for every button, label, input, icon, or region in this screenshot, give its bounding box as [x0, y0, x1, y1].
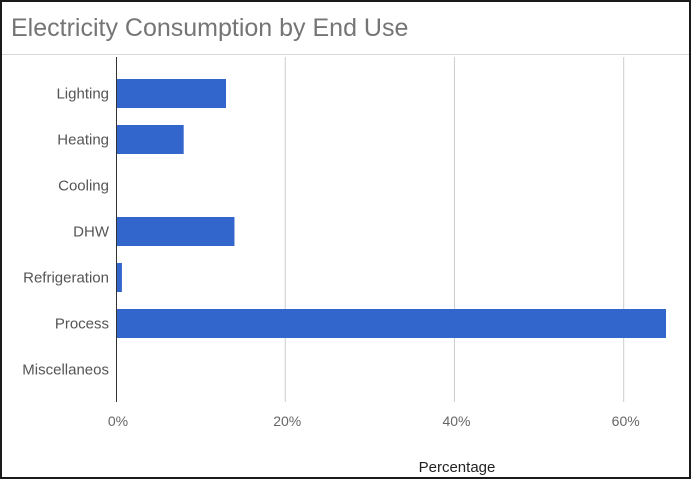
category-label: DHW: [73, 224, 110, 241]
category-label: Heating: [57, 132, 109, 149]
title-divider: [2, 54, 689, 55]
x-axis-title: Percentage: [419, 459, 496, 476]
category-label: Lighting: [56, 86, 109, 103]
x-tick-label: 60%: [612, 413, 640, 429]
bar: [116, 217, 235, 246]
category-label: Cooling: [58, 178, 109, 195]
x-tick-label: 0%: [108, 413, 128, 429]
bar: [116, 263, 122, 292]
category-label: Miscellaneos: [22, 362, 109, 379]
x-tick-label: 20%: [273, 413, 301, 429]
bar: [116, 79, 226, 108]
category-label: Process: [55, 316, 109, 333]
category-label: Refrigeration: [23, 270, 109, 287]
bar: [116, 309, 666, 338]
bar: [116, 125, 184, 154]
x-tick-label: 40%: [442, 413, 470, 429]
chart-title: Electricity Consumption by End Use: [11, 14, 409, 42]
